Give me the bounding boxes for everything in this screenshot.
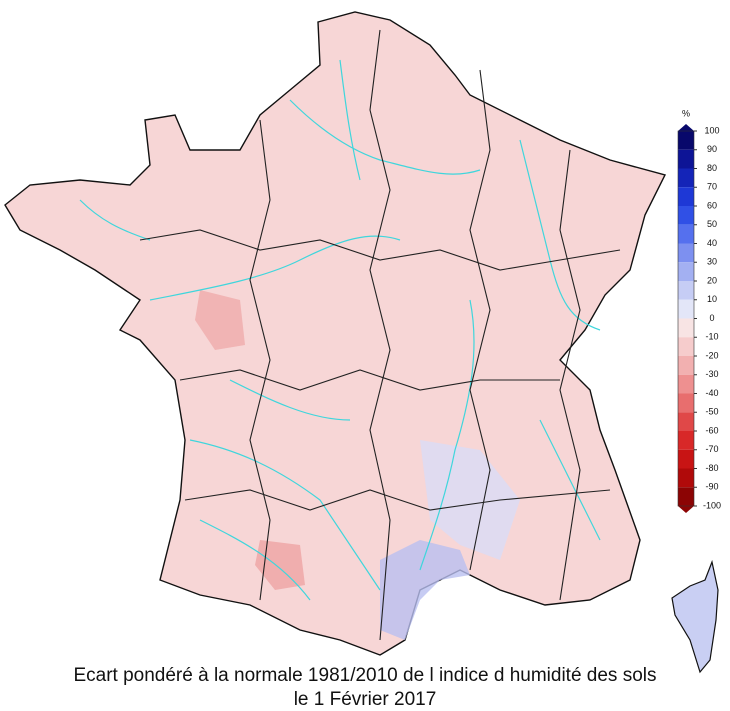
colorbar-swatch [678,487,694,506]
colorbar-tick-label: -40 [705,388,718,398]
colorbar-swatch [678,393,694,413]
department-border [139,229,621,271]
river [189,439,381,591]
colorbar-swatch [678,187,694,206]
river [339,59,361,181]
colorbar-tick-label: -10 [705,332,718,342]
colorbar-swatch [678,356,694,375]
colorbar-swatch [678,206,694,225]
colorbar-tick-label: 30 [707,257,717,267]
colorbar-swatch [678,374,694,394]
colorbar-tick-label: -90 [705,482,718,492]
river [149,235,401,301]
colorbar-unit: % [682,108,690,118]
colorbar: % 1009080706050403020100-10-20-30-40-50-… [677,108,721,513]
colorbar-end [678,506,694,513]
colorbar-swatch [678,299,694,319]
colorbar-end [678,124,694,131]
river [199,519,311,601]
colorbar-tick-label: -70 [705,444,718,454]
colorbar-tick-label: -20 [705,350,718,360]
colorbar-swatch [678,337,694,356]
colorbar-swatch [678,318,694,338]
colorbar-tick-label: 90 [707,144,717,154]
colorbar-tick-label: 50 [707,219,717,229]
colorbar-swatch [678,131,694,150]
department-border [369,29,391,641]
colorbar-swatch [678,149,694,169]
humid-zone [380,540,470,640]
dry-zone [195,290,245,350]
colorbar-swatch [678,262,694,281]
colorbar-tick-label: -50 [705,407,718,417]
department-border [249,119,271,601]
river [79,199,151,241]
river [519,139,601,331]
colorbar-tick-label: 10 [707,294,717,304]
colorbar-tick-label: -30 [705,369,718,379]
france-map [4,11,719,674]
humid-zone [420,440,520,560]
river [419,299,475,571]
dry-zone [255,540,305,590]
colorbar-swatch [678,468,694,488]
colorbar-swatch [678,243,694,263]
department-border [469,69,491,571]
river [229,379,351,421]
colorbar-swatch [678,168,694,188]
map-title: Ecart pondéré à la normale 1981/2010 de … [73,665,656,686]
colorbar-tick-label: 60 [707,200,717,210]
river [539,419,601,541]
rivers [79,59,601,601]
department-border [559,149,581,601]
colorbar-tick-label: 100 [704,125,719,135]
colorbar-tick-label: 20 [707,275,717,285]
colorbar-swatch [678,224,694,244]
colorbar-tick-label: 40 [707,238,717,248]
colorbar-swatch [678,281,694,300]
colorbar-swatch [678,412,694,431]
departments [139,29,621,641]
colorbar-tick-label: -60 [705,425,718,435]
department-border [184,489,611,511]
colorbar-tick-label: 70 [707,182,717,192]
colorbar-swatch [678,449,694,469]
corsica [671,559,719,674]
river [289,99,481,175]
department-border [179,369,560,391]
colorbar-swatch [678,431,694,450]
map-title: le 1 Février 2017 [294,689,437,710]
colorbar-tick-label: 0 [709,313,714,323]
colorbar-tick-label: -100 [703,500,721,510]
colorbar-tick-label: -80 [705,463,718,473]
colorbar-tick-label: 80 [707,163,717,173]
